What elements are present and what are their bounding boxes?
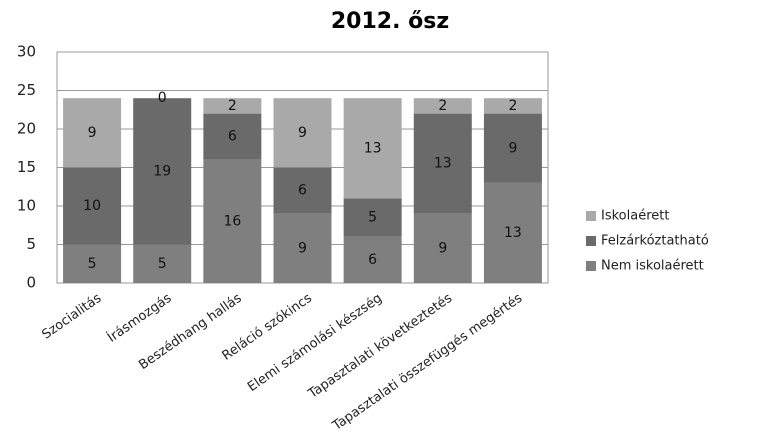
data-label: 6 [228, 129, 237, 145]
y-tick-label: 30 [17, 43, 36, 61]
bar-segment [63, 98, 122, 168]
bar-segment [203, 113, 262, 160]
legend-swatch [586, 261, 596, 271]
y-tick-label: 5 [26, 235, 36, 253]
bar-segment [483, 182, 542, 283]
legend-swatch [586, 236, 596, 246]
y-tick-label: 20 [17, 120, 36, 138]
data-label: 13 [504, 225, 522, 241]
data-label: 16 [223, 213, 241, 229]
data-label: 9 [298, 125, 307, 141]
bar-segment [273, 167, 332, 214]
legend-swatch [586, 211, 596, 221]
data-label: 9 [438, 240, 447, 256]
data-label: 19 [153, 163, 171, 179]
bar-segment [483, 113, 542, 183]
data-label: 2 [438, 98, 447, 114]
data-label: 13 [434, 156, 452, 172]
data-label: 13 [364, 140, 382, 156]
bar-segment [413, 98, 472, 114]
data-label: 6 [368, 252, 377, 268]
bar-segment [63, 167, 122, 245]
y-tick-label: 0 [26, 274, 36, 292]
data-label: 5 [368, 210, 377, 226]
data-label: 6 [298, 183, 307, 199]
bar-segment [413, 113, 472, 214]
y-tick-label: 10 [17, 197, 36, 215]
data-label: 5 [88, 256, 97, 272]
legend-label: Felzárkóztatható [601, 234, 709, 249]
bar-segment [483, 98, 542, 114]
y-tick-label: 15 [17, 158, 36, 176]
data-label: 2 [508, 98, 517, 114]
data-label: 5 [158, 256, 167, 272]
data-label: 9 [88, 125, 97, 141]
y-tick-label: 25 [17, 81, 36, 99]
bar-segment [63, 244, 122, 283]
data-label: 10 [83, 198, 101, 214]
bar-segment [273, 98, 332, 168]
bar-segment [203, 98, 262, 114]
legend-label: Nem iskolaérett [601, 259, 704, 274]
bar-segment [413, 213, 472, 283]
chart-title: 2012. ősz [331, 9, 449, 34]
data-label: 2 [228, 98, 237, 114]
bar-segment [343, 98, 402, 199]
bar-segment [133, 98, 192, 245]
legend-label: Iskolaérett [601, 209, 669, 224]
bar-segment [273, 213, 332, 283]
bar-segment [203, 159, 262, 283]
data-label: 9 [298, 240, 307, 256]
data-label: 0 [158, 90, 167, 106]
bar-segment [343, 198, 402, 237]
bar-segment [133, 244, 192, 283]
data-label: 9 [508, 140, 517, 156]
bar-segment [343, 236, 402, 283]
